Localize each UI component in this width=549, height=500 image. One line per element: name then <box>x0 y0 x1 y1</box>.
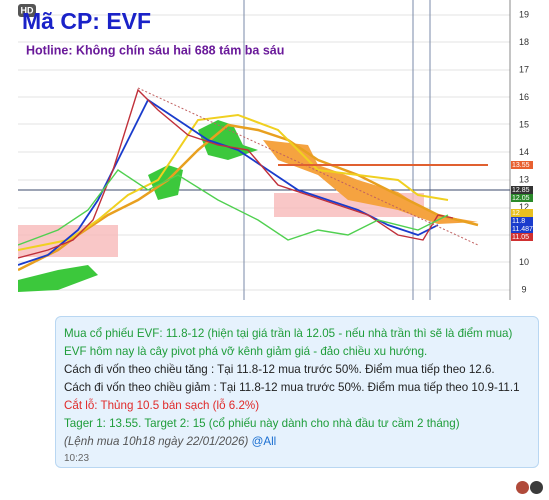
line-green <box>18 169 449 246</box>
note-line: (Lệnh mua 10h18 ngày 22/01/2026) @All <box>64 433 538 451</box>
axis-label: 12 <box>519 202 529 212</box>
cloud-green <box>18 265 98 292</box>
trendline <box>137 87 479 246</box>
message-line: Mua cổ phiếu EVF: 11.8-12 (hiện tại giá … <box>64 327 513 340</box>
price-tag-bg <box>511 217 533 225</box>
line-orange <box>18 123 479 272</box>
message-line: EVF hôm nay là cây pivot phá vỡ kênh giả… <box>64 345 428 358</box>
axis-label: 13 <box>519 174 529 184</box>
price-tag: 12.05 <box>512 195 530 202</box>
axis-label: 16 <box>519 92 529 102</box>
price-tag-bg <box>511 225 533 233</box>
chart-image: HD Mã CP: EVF Hotline: Không chín sáu ha… <box>18 0 540 306</box>
price-tag: 12.85 <box>512 187 530 194</box>
cloud-green <box>198 120 258 160</box>
axis-label: 17 <box>519 64 529 74</box>
message-line: Tager 1: 13.55. Target 2: 15 (cổ phiếu n… <box>64 417 460 430</box>
badge: HD <box>21 5 34 15</box>
price-tag-bg <box>511 186 533 194</box>
message-bubble: Mua cổ phiếu EVF: 11.8-12 (hiện tại giá … <box>55 316 539 468</box>
message-line: Cắt lỗ: Thủng 10.5 bán sạch (lỗ 6.2%) <box>64 399 260 412</box>
price-tag: 12 <box>512 210 520 217</box>
axis-label: 18 <box>519 37 529 47</box>
hotline: Hotline: Không chín sáu hai 688 tám ba s… <box>26 43 284 57</box>
axis-label: 10 <box>519 257 529 267</box>
line-yellow <box>18 113 449 251</box>
avatar[interactable] <box>516 481 529 494</box>
price-tag-bg <box>511 209 533 217</box>
price-tag-bg <box>511 161 533 169</box>
price-tag-bg <box>511 233 533 241</box>
chart-title: Mã CP: EVF <box>22 8 151 34</box>
price-tag: 13.55 <box>512 162 530 169</box>
axis-label: 14 <box>519 147 529 157</box>
price-tag: 11.4875 <box>512 226 537 233</box>
avatar[interactable] <box>530 481 543 494</box>
axis-label: 19 <box>519 9 529 19</box>
note: (Lệnh mua 10h18 ngày 22/01/2026) <box>64 435 249 448</box>
badge-bg <box>18 4 36 17</box>
price-tag: 11.8 <box>512 218 525 225</box>
price-tag: 11.05 <box>512 234 529 241</box>
axis-label: 15 <box>519 119 529 129</box>
message-lines: Mua cổ phiếu EVF: 11.8-12 (hiện tại giá … <box>64 325 538 433</box>
cloud-orange <box>263 140 478 224</box>
message-line: Cách đi vốn theo chiều giảm : Tại 11.8-1… <box>64 381 520 394</box>
price-tag-bg <box>511 194 533 202</box>
time: 10:23 <box>64 453 90 464</box>
price-line <box>18 88 454 259</box>
axis-label: 9 <box>521 284 526 294</box>
mention[interactable]: @All <box>251 435 277 448</box>
message-line: Cách đi vốn theo chiều tăng : Tại 11.8-1… <box>64 363 495 376</box>
